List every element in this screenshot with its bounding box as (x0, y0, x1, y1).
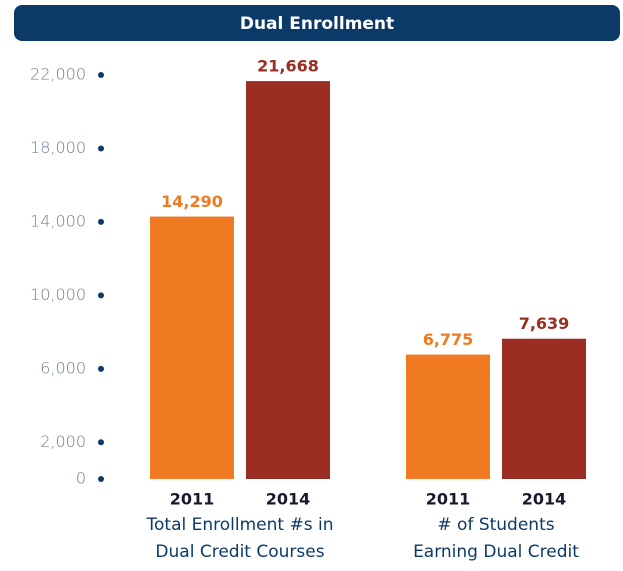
y-tick-label: 14,000 (30, 211, 86, 230)
tick-dot (98, 218, 104, 225)
chart-title: Dual Enrollment (240, 14, 394, 34)
y-tick-label: 10,000 (30, 285, 86, 304)
category-label: Total Enrollment #s in Dual Credit Course… (146, 515, 334, 562)
bar (150, 216, 234, 480)
series-label: 2011 (170, 490, 215, 509)
y-tick-label: 18,000 (30, 138, 86, 157)
value-label: 21,668 (257, 57, 319, 76)
tick-dot (98, 439, 104, 446)
bar (406, 354, 490, 479)
value-label: 6,775 (423, 330, 474, 349)
tick-dot (98, 145, 104, 152)
bar (246, 81, 330, 479)
series-label: 2014 (522, 490, 567, 509)
tick-dot (98, 292, 104, 299)
y-tick-label: 0 (76, 469, 86, 488)
y-tick-label: 22,000 (30, 65, 86, 84)
category-label: # of Students Earning Dual Credit (413, 515, 579, 562)
value-label: 14,290 (161, 192, 223, 211)
tick-dot (98, 476, 104, 482)
series-label: 2014 (266, 490, 311, 509)
series-label: 2011 (426, 490, 471, 509)
y-tick-label: 6,000 (40, 358, 86, 377)
bar (502, 338, 586, 479)
y-tick-label: 2,000 (40, 432, 86, 451)
value-label: 7,639 (519, 314, 570, 333)
tick-dot (98, 365, 104, 372)
tick-dot (98, 72, 104, 78)
title-bar (14, 5, 620, 41)
